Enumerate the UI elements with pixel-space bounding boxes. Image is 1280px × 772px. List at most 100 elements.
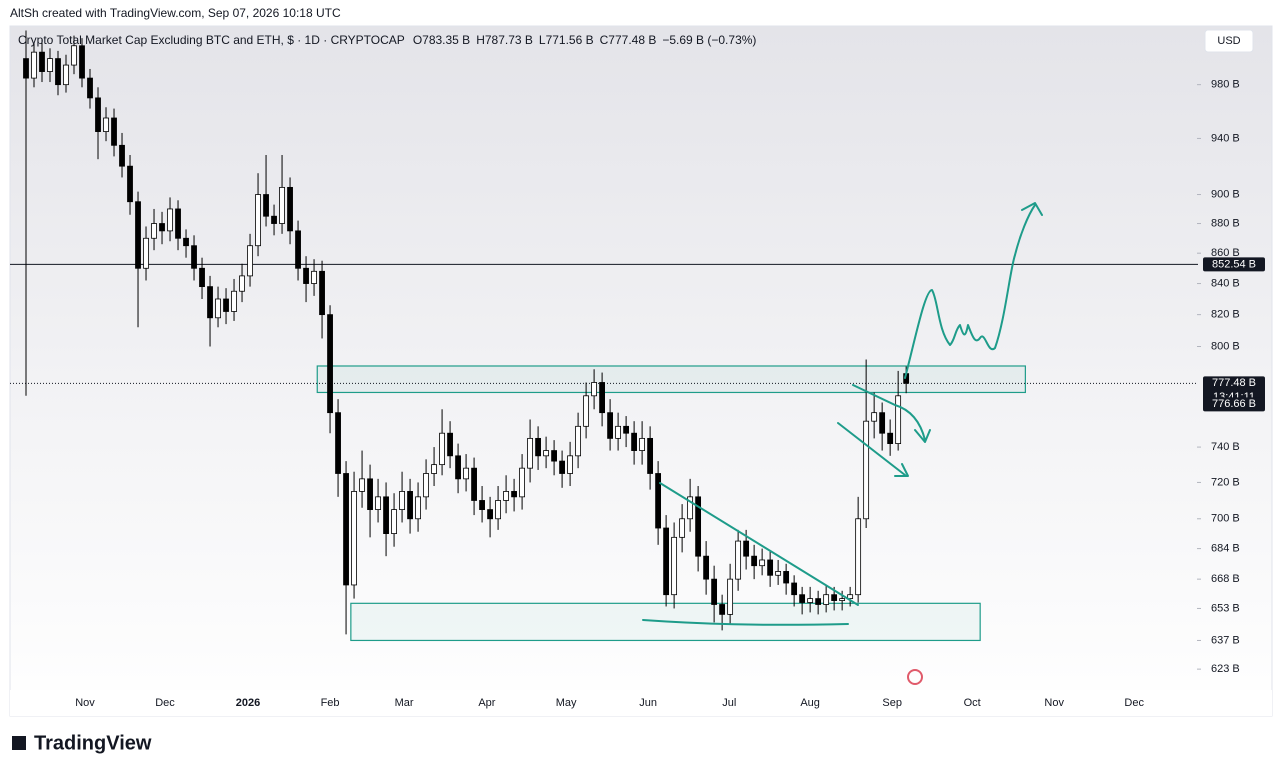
drawings — [642, 202, 1043, 626]
candle-body — [463, 467, 469, 480]
candle-body — [23, 58, 29, 79]
y-tick-label: 700 B — [1211, 513, 1240, 525]
candle-body — [583, 395, 589, 427]
candle-body — [711, 578, 718, 605]
flag-arrow — [837, 422, 909, 477]
candle-body — [391, 509, 397, 535]
candle-body — [215, 298, 221, 319]
x-tick-label: Jun — [639, 697, 657, 709]
legend-value: H787.73 B — [476, 33, 533, 47]
candle-body — [567, 455, 573, 474]
candle-body — [255, 194, 261, 247]
candle-body — [239, 275, 245, 292]
candle-body — [535, 437, 541, 457]
time-axis-bg — [10, 690, 1272, 716]
y-tick-label: 820 B — [1211, 309, 1240, 321]
candle-body — [479, 500, 485, 510]
candle-body — [735, 540, 742, 580]
price-label: 852.54 B — [1212, 258, 1256, 270]
candle-body — [199, 267, 205, 288]
candle-body — [159, 223, 165, 232]
candle-body — [111, 117, 117, 146]
candle-body — [855, 518, 862, 596]
candle-body — [511, 491, 517, 498]
candle-body — [135, 201, 141, 269]
candle-body — [367, 478, 373, 510]
candle-body — [871, 412, 878, 422]
y-tick-label: 840 B — [1211, 277, 1240, 289]
candle-body — [151, 223, 157, 239]
candle-body — [791, 582, 798, 596]
candle-body — [679, 518, 686, 538]
candle-body — [39, 51, 45, 72]
candle-body — [775, 571, 782, 576]
support-line — [642, 619, 849, 626]
candle-body — [487, 509, 493, 520]
candle-body — [87, 77, 93, 99]
candle-body — [247, 245, 253, 277]
y-tick-label: 940 B — [1211, 132, 1240, 144]
candle-body — [807, 598, 814, 603]
candle-body — [383, 496, 389, 535]
candle-body — [103, 117, 109, 132]
candle-body — [47, 58, 53, 72]
x-tick-label: Nov — [75, 697, 95, 709]
candle-body — [847, 594, 854, 600]
plot — [10, 30, 1198, 642]
projection-arrow — [904, 202, 1043, 379]
candle-body — [839, 598, 846, 601]
candle-body — [551, 450, 557, 462]
currency-button[interactable] — [1204, 29, 1254, 53]
candle-body — [663, 527, 670, 596]
legend-value: L771.56 B — [539, 33, 594, 47]
candle-body — [591, 382, 597, 397]
x-tick-label: 2026 — [236, 697, 260, 709]
candle-body — [407, 491, 413, 520]
event-icon — [907, 669, 923, 685]
x-tick-label: Nov — [1044, 697, 1064, 709]
candle-body — [719, 604, 726, 615]
legend-title: Crypto Total Market Cap Excluding BTC an… — [18, 33, 405, 47]
candle-body — [223, 298, 229, 312]
y-tick-label: 720 B — [1211, 476, 1240, 488]
legend-value: O783.35 B — [413, 33, 470, 47]
candle-body — [703, 555, 710, 580]
candle-body — [783, 571, 790, 584]
x-tick-label: Aug — [800, 697, 820, 709]
legend: Crypto Total Market Cap Excluding BTC an… — [18, 33, 756, 47]
candle-body — [439, 432, 445, 466]
x-tick-label: Apr — [478, 697, 495, 709]
candle-body — [335, 412, 341, 474]
candle-body — [759, 559, 766, 567]
candle-body — [359, 478, 365, 492]
x-tick-label: Jul — [722, 697, 736, 709]
candle-body — [191, 245, 197, 269]
flag-arrow — [852, 384, 931, 443]
candle-body — [95, 97, 101, 132]
legend-value: −5.69 B (−0.73%) — [662, 33, 756, 47]
candle-body — [175, 208, 181, 239]
candle-body — [311, 270, 317, 284]
candle-body — [623, 425, 630, 434]
candle-body — [631, 432, 638, 451]
price-label-bg — [1203, 257, 1265, 272]
candle-body — [279, 186, 285, 224]
currency-label[interactable]: USD — [1217, 35, 1240, 47]
price-label-bg — [1203, 397, 1265, 412]
candle-body — [823, 594, 830, 605]
candle-body — [607, 412, 614, 439]
candle-body — [559, 460, 565, 474]
candle-body — [327, 314, 333, 414]
candle-body — [767, 559, 774, 576]
x-tick-label: Sep — [882, 697, 902, 709]
candle-body — [639, 437, 646, 451]
y-tick-label: 740 B — [1211, 441, 1240, 453]
candle-body — [423, 473, 429, 498]
candle-body — [431, 464, 437, 474]
candle-body — [167, 208, 173, 232]
y-tick-label: 900 B — [1211, 188, 1240, 200]
candle-body — [63, 64, 69, 86]
candle-body — [751, 555, 758, 567]
